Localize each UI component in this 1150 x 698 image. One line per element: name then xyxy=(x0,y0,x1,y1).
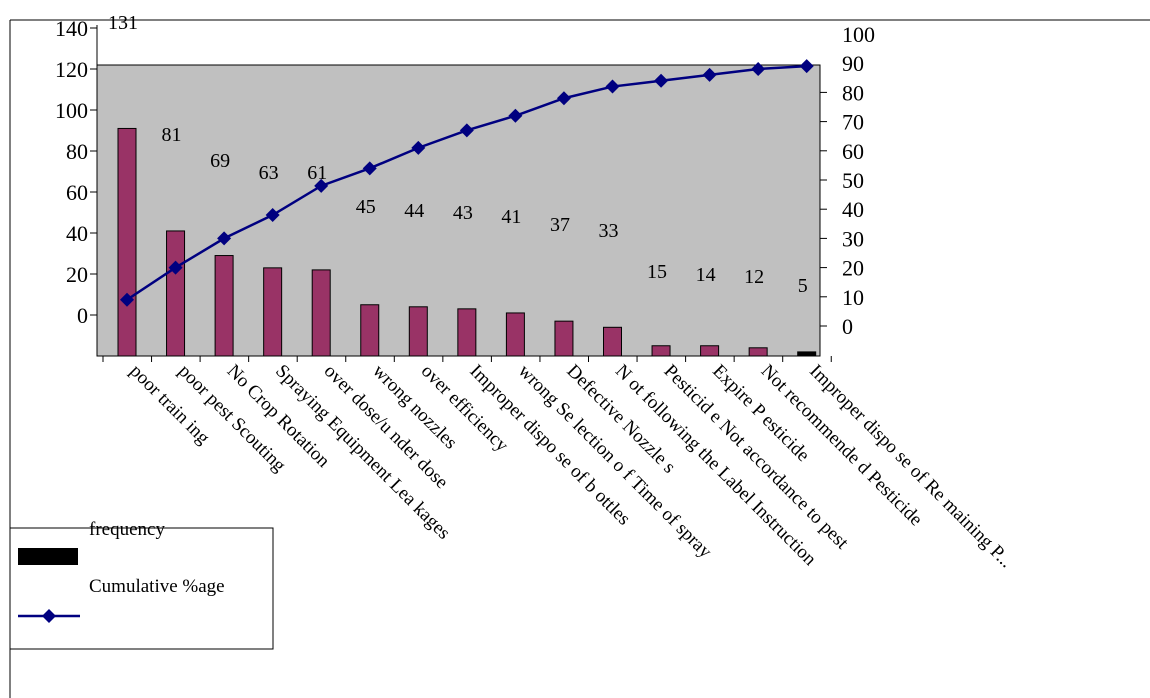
cumulative-point xyxy=(702,67,717,82)
frequency-bar xyxy=(603,326,622,357)
left-axis: 0 20 40 60 80 100 120 140 xyxy=(55,16,98,356)
frequency-bar xyxy=(117,127,137,357)
cumulative-point xyxy=(314,178,329,193)
data-label: 81 xyxy=(162,124,182,146)
cumulative-point xyxy=(799,59,814,74)
bars xyxy=(117,127,817,357)
cumulative-point xyxy=(217,231,232,246)
frequency-bar xyxy=(360,304,380,357)
legend-frequency-swatch xyxy=(18,548,78,565)
data-label: 15 xyxy=(647,261,667,283)
frequency-bar xyxy=(263,267,283,357)
cumulative-point xyxy=(654,73,669,88)
cumulative-point xyxy=(120,292,134,307)
data-label: 5 xyxy=(798,275,808,297)
frequency-bar xyxy=(505,312,525,357)
data-label: 33 xyxy=(599,220,619,242)
data-label: 44 xyxy=(404,200,424,222)
data-label: 12 xyxy=(744,266,764,288)
left-axis-tick-label: 100 xyxy=(55,98,88,123)
left-axis-tick-label: 120 xyxy=(55,57,88,82)
frequency-bar xyxy=(554,320,574,357)
legend-cumulative-label: Cumulative %age xyxy=(89,576,225,597)
right-axis-tick-label: 50 xyxy=(842,168,864,193)
cumulative-line xyxy=(120,59,814,307)
left-axis-tick-label: 40 xyxy=(66,221,88,246)
left-axis-tick-label: 60 xyxy=(66,180,88,205)
legend-cumulative-marker xyxy=(42,609,56,623)
legend-frequency-label: frequency xyxy=(89,519,165,540)
right-axis-tick-label: 20 xyxy=(842,256,864,281)
left-axis-tick-label: 20 xyxy=(66,262,88,287)
left-axis-tick-label: 80 xyxy=(66,139,88,164)
right-axis-tick-label: 40 xyxy=(842,197,864,222)
cumulative-point xyxy=(362,161,377,176)
data-label: 14 xyxy=(696,264,716,286)
cumulative-point xyxy=(605,79,620,94)
cumulative-point xyxy=(751,62,766,77)
right-axis-tick-label: 80 xyxy=(842,80,864,105)
right-axis-tick-label: 70 xyxy=(842,110,864,135)
right-axis-tick-label: 10 xyxy=(842,285,864,310)
cumulative-point xyxy=(265,208,280,223)
cumulative-point xyxy=(459,123,474,138)
right-axis-tick-label: 100 xyxy=(842,22,875,47)
right-axis-tick-label: 30 xyxy=(842,226,864,251)
right-axis-tick-label: 0 xyxy=(842,314,853,339)
legend: frequency Cumulative %age xyxy=(9,519,274,650)
left-axis-tick-label: 140 xyxy=(55,16,88,41)
frequency-bar xyxy=(166,230,186,357)
data-label: 61 xyxy=(307,162,327,184)
frequency-bar xyxy=(457,308,477,357)
data-label: 69 xyxy=(210,150,230,172)
data-label: 41 xyxy=(501,206,521,228)
frequency-bar xyxy=(311,269,331,357)
right-axis: 0 10 20 30 40 50 60 70 80 90 100 xyxy=(819,22,875,356)
right-axis-tick-label: 60 xyxy=(842,139,864,164)
data-label: 63 xyxy=(259,162,279,184)
frequency-bar xyxy=(651,345,671,357)
frequency-bar xyxy=(797,351,817,357)
data-labels: 131 81 69 63 61 45 44 43 41 37 33 15 14 12 5 xyxy=(108,12,808,297)
right-axis-tick-label: 90 xyxy=(842,51,864,76)
data-label: 131 xyxy=(108,12,138,34)
frequency-bar xyxy=(214,255,234,357)
data-label: 45 xyxy=(356,196,376,218)
frequency-bar xyxy=(700,345,720,357)
data-label: 37 xyxy=(550,214,570,236)
left-axis-tick-label: 0 xyxy=(77,303,88,328)
cumulative-point xyxy=(411,140,426,155)
cumulative-point xyxy=(556,91,571,106)
cumulative-point xyxy=(168,260,183,275)
data-label: 43 xyxy=(453,202,473,224)
frequency-bar xyxy=(748,347,768,357)
frequency-bar xyxy=(408,306,428,357)
cumulative-point xyxy=(508,108,523,123)
